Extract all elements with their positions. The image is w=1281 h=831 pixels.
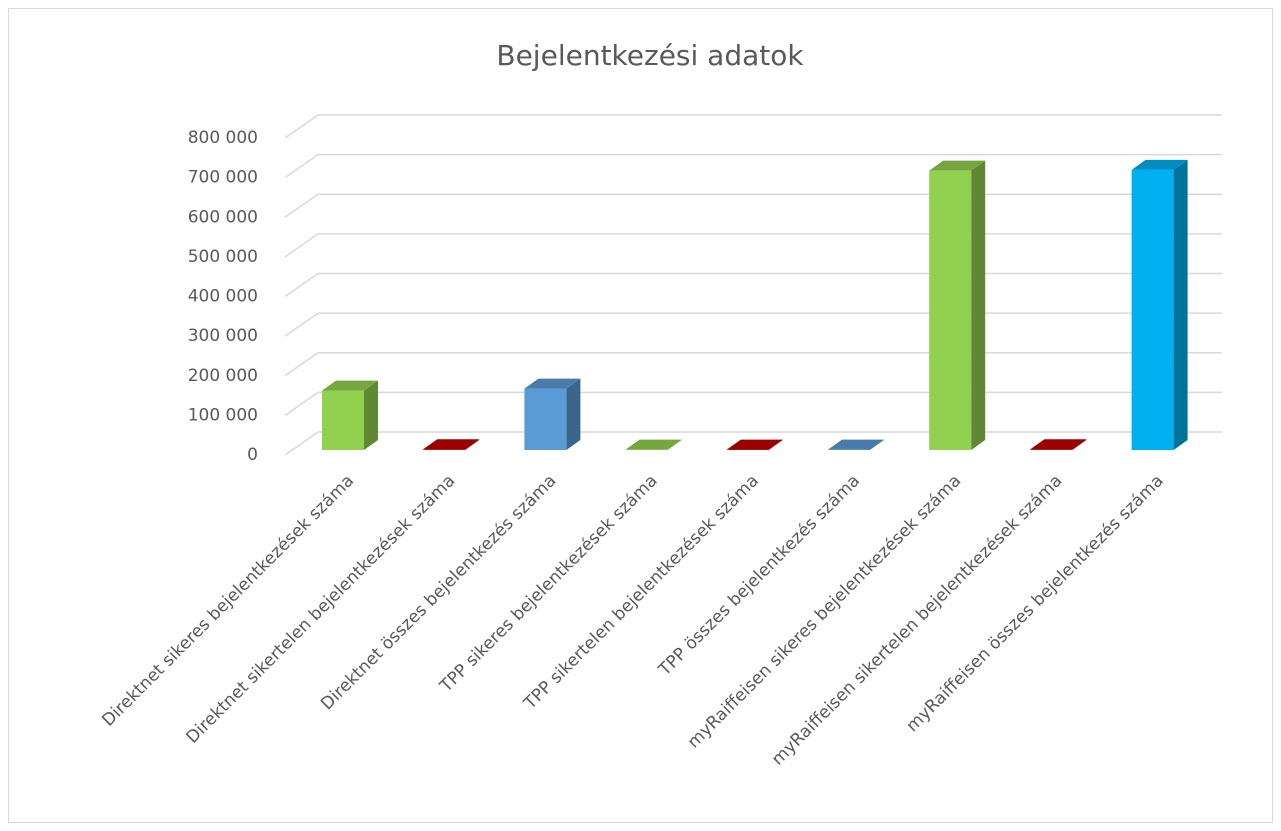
bar xyxy=(1131,159,1188,450)
bar-side xyxy=(364,380,378,450)
grid-line xyxy=(284,352,1222,377)
grid-line xyxy=(284,114,1222,139)
bar-front xyxy=(1030,449,1073,450)
y-tick-label: 300 000 xyxy=(188,326,258,346)
bar xyxy=(726,439,783,450)
bar-side xyxy=(566,378,581,450)
bar-top xyxy=(828,439,884,450)
bar xyxy=(625,439,682,450)
bar xyxy=(322,380,378,450)
grid-line xyxy=(284,391,1222,416)
y-tick-label: 800 000 xyxy=(188,128,258,148)
chart-title: Bejelentkezési adatok xyxy=(496,39,804,72)
bar-side xyxy=(1072,439,1087,450)
bar xyxy=(524,378,581,450)
bar-front xyxy=(1131,169,1174,450)
bar xyxy=(423,439,480,450)
y-tick-label: 0 xyxy=(247,445,258,465)
bar-top xyxy=(1131,159,1188,170)
bar xyxy=(1030,439,1087,450)
y-tick-label: 400 000 xyxy=(188,287,258,307)
bar-side xyxy=(768,439,783,450)
grid-line xyxy=(284,233,1222,258)
bar-side xyxy=(971,160,986,451)
grid-line xyxy=(284,272,1222,298)
bar-top xyxy=(423,439,480,450)
bar-side xyxy=(667,439,682,450)
y-tick-label: 200 000 xyxy=(188,366,258,386)
bar-top xyxy=(625,439,682,450)
bar-front xyxy=(929,170,972,451)
y-tick-label: 100 000 xyxy=(188,405,258,425)
y-tick-label: 500 000 xyxy=(188,247,258,267)
bar-top xyxy=(524,378,581,389)
bar xyxy=(828,439,884,450)
y-tick-label: 700 000 xyxy=(188,168,258,188)
bar-front xyxy=(524,388,567,450)
bar xyxy=(929,160,986,451)
bar-top xyxy=(726,439,783,450)
bar-front xyxy=(322,390,364,450)
bar-top xyxy=(322,380,378,391)
grid-line xyxy=(284,431,1222,456)
bar-side xyxy=(465,439,480,450)
grid-line xyxy=(284,193,1222,218)
bar-top xyxy=(929,160,986,171)
bar-top xyxy=(1030,439,1087,450)
grid-line xyxy=(284,312,1222,337)
y-tick-label: 600 000 xyxy=(188,207,258,227)
bar-side xyxy=(1173,159,1188,450)
bar-side xyxy=(870,439,884,450)
chart-border xyxy=(8,8,1273,823)
grid-line xyxy=(284,153,1222,179)
bar-front xyxy=(423,449,466,450)
